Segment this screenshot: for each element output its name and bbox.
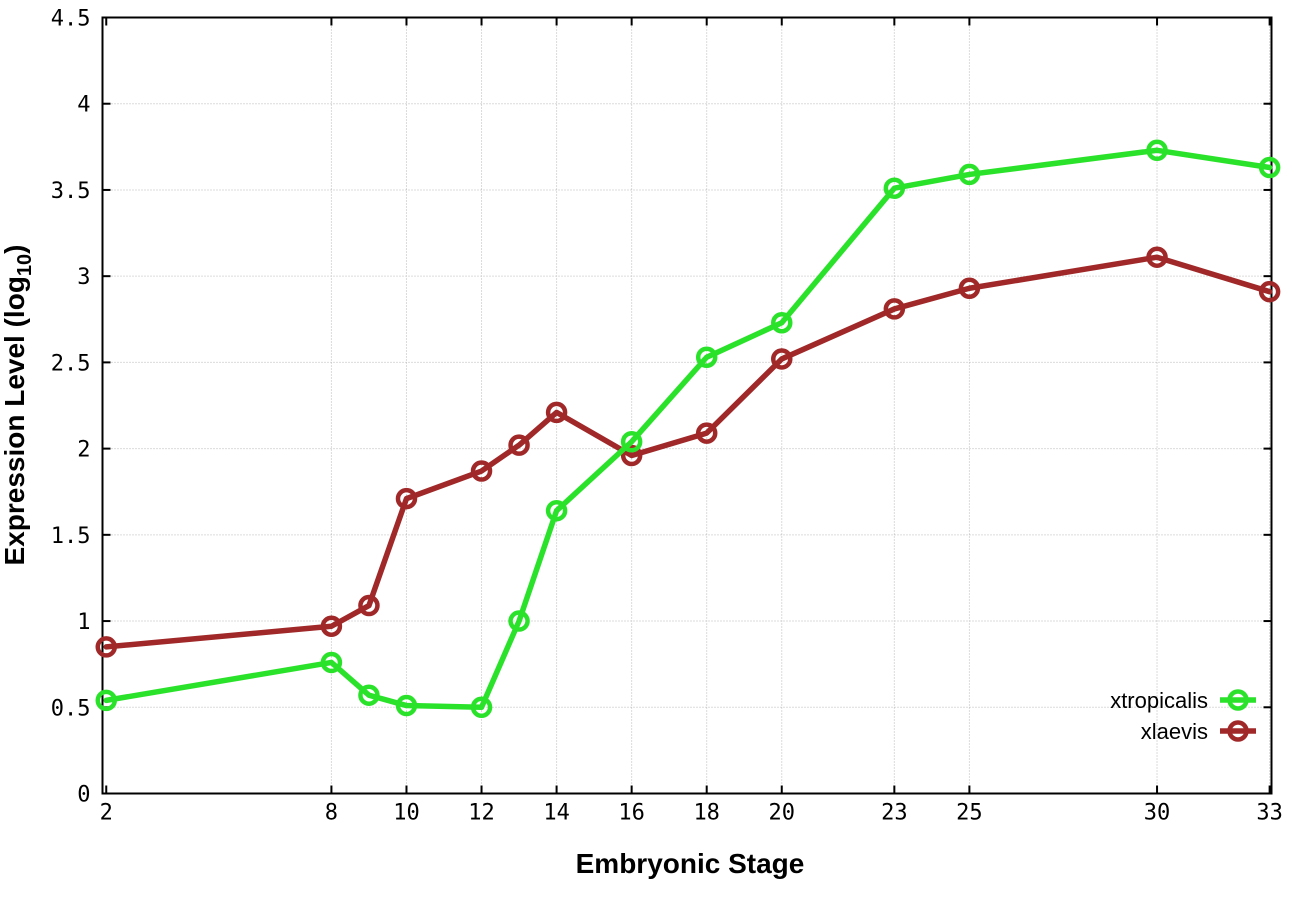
series-line-xlaevis (103, 254, 1273, 650)
series-line-xtropicalis (103, 147, 1273, 711)
data-point-xtropicalis (508, 610, 530, 632)
legend-label-xlaevis: xlaevis (1141, 719, 1208, 744)
data-point-xtropicalis (358, 684, 380, 706)
data-point-xtropicalis (95, 689, 118, 712)
y-tick-label: 1.5 (51, 524, 91, 549)
data-point-xtropicalis (1258, 156, 1281, 179)
x-tick-label: 12 (468, 801, 495, 826)
plot-border (101, 16, 1273, 795)
x-tick-label: 8 (325, 801, 338, 826)
y-tick-label: 2.5 (51, 351, 91, 376)
data-point-xlaevis (771, 348, 793, 370)
y-tick-label: 3 (77, 265, 90, 290)
data-point-xtropicalis (470, 696, 493, 719)
y-axis-title: Expression Level (log10) (0, 245, 36, 566)
x-tick-label: 20 (769, 801, 796, 826)
data-point-xlaevis (958, 277, 981, 299)
x-tick-label: 33 (1256, 801, 1283, 826)
x-axis-title: Embryonic Stage (576, 848, 805, 879)
data-point-xtropicalis (545, 499, 568, 522)
x-tick-label: 18 (693, 801, 720, 826)
data-point-xlaevis (320, 615, 343, 637)
data-point-xlaevis (620, 444, 643, 467)
data-point-xlaevis (508, 434, 530, 456)
legend-sample-marker-xlaevis (1227, 720, 1249, 742)
data-point-xtropicalis (958, 163, 981, 186)
x-tick-label: 25 (956, 801, 983, 826)
data-point-xtropicalis (1146, 139, 1168, 162)
x-tick-label: 30 (1144, 801, 1171, 826)
x-tick-label: 23 (881, 801, 908, 826)
data-point-xlaevis (1146, 246, 1168, 268)
y-tick-label: 2 (77, 438, 90, 463)
data-point-xtropicalis (695, 346, 718, 368)
data-point-xlaevis (470, 460, 493, 482)
y-tick-label: 0.5 (51, 696, 91, 721)
data-point-xlaevis (95, 636, 118, 658)
data-point-xlaevis (1258, 280, 1281, 303)
y-tick-label: 4.5 (51, 7, 91, 32)
y-tick-label: 0 (77, 783, 90, 808)
data-point-xlaevis (358, 594, 380, 617)
x-tick-label: 10 (393, 801, 420, 826)
y-tick-label: 4 (77, 93, 90, 118)
y-tick-label: 3.5 (51, 179, 91, 204)
data-point-xtropicalis (771, 311, 793, 334)
legend-sample-marker-xtropicalis (1227, 689, 1249, 711)
x-tick-label: 16 (618, 801, 645, 826)
data-point-xtropicalis (620, 430, 643, 453)
y-tick-label: 1 (77, 610, 90, 635)
data-point-xlaevis (883, 298, 906, 320)
x-tick-label: 14 (543, 801, 570, 826)
data-point-xtropicalis (320, 651, 343, 674)
data-point-xtropicalis (883, 177, 906, 199)
data-point-xlaevis (695, 422, 718, 444)
data-point-xlaevis (395, 487, 418, 510)
data-point-xtropicalis (395, 694, 418, 717)
x-tick-label: 2 (100, 801, 113, 826)
data-point-xlaevis (545, 401, 568, 424)
legend-label-xtropicalis: xtropicalis (1110, 688, 1208, 713)
